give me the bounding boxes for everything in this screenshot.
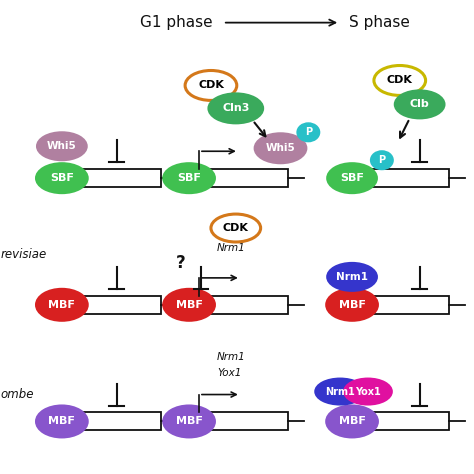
Ellipse shape (255, 133, 306, 163)
Bar (72, 169, 161, 187)
Text: Nrm1: Nrm1 (217, 352, 246, 362)
Ellipse shape (36, 163, 88, 193)
Ellipse shape (374, 65, 426, 95)
Text: SBF: SBF (340, 173, 364, 183)
Text: Nrm1: Nrm1 (217, 243, 246, 253)
Ellipse shape (327, 163, 377, 193)
Bar (199, 412, 289, 430)
Text: CDK: CDK (223, 223, 249, 233)
Text: Yox1: Yox1 (217, 367, 241, 378)
Text: SBF: SBF (177, 173, 201, 183)
Ellipse shape (327, 263, 377, 291)
Bar (360, 169, 449, 187)
Ellipse shape (37, 132, 87, 160)
Text: MBF: MBF (176, 417, 202, 427)
Ellipse shape (209, 93, 263, 123)
Text: Nrm1: Nrm1 (336, 272, 368, 282)
Bar (360, 412, 449, 430)
Ellipse shape (371, 151, 393, 169)
Ellipse shape (36, 405, 88, 438)
Text: SBF: SBF (50, 173, 74, 183)
Bar (72, 412, 161, 430)
Text: Cln3: Cln3 (222, 103, 249, 113)
Ellipse shape (326, 289, 378, 321)
Text: MBF: MBF (176, 300, 202, 310)
Ellipse shape (36, 289, 88, 321)
Ellipse shape (211, 214, 261, 242)
Text: revisiae: revisiae (0, 248, 46, 262)
Text: Nrm1: Nrm1 (325, 386, 355, 397)
Bar (72, 296, 161, 314)
Bar (199, 296, 289, 314)
Bar (199, 169, 289, 187)
Text: Whi5: Whi5 (265, 143, 295, 153)
Text: ?: ? (176, 254, 186, 272)
Text: Whi5: Whi5 (47, 141, 77, 151)
Ellipse shape (395, 91, 445, 118)
Ellipse shape (326, 405, 378, 438)
Ellipse shape (163, 163, 215, 193)
Text: P: P (378, 155, 385, 165)
Text: ombe: ombe (0, 388, 34, 401)
Text: P: P (305, 128, 312, 137)
Text: MBF: MBF (338, 417, 365, 427)
Ellipse shape (163, 405, 215, 438)
Text: G1 phase: G1 phase (140, 15, 212, 30)
Ellipse shape (163, 289, 215, 321)
Text: Clb: Clb (410, 100, 429, 109)
Text: MBF: MBF (48, 300, 75, 310)
Ellipse shape (315, 379, 365, 404)
Ellipse shape (185, 71, 237, 100)
Bar (360, 296, 449, 314)
Ellipse shape (297, 123, 319, 141)
Text: CDK: CDK (387, 75, 413, 85)
Text: MBF: MBF (48, 417, 75, 427)
Text: Yox1: Yox1 (355, 386, 381, 397)
Text: S phase: S phase (349, 15, 410, 30)
Text: MBF: MBF (338, 300, 365, 310)
Text: CDK: CDK (198, 81, 224, 91)
Ellipse shape (344, 379, 392, 404)
